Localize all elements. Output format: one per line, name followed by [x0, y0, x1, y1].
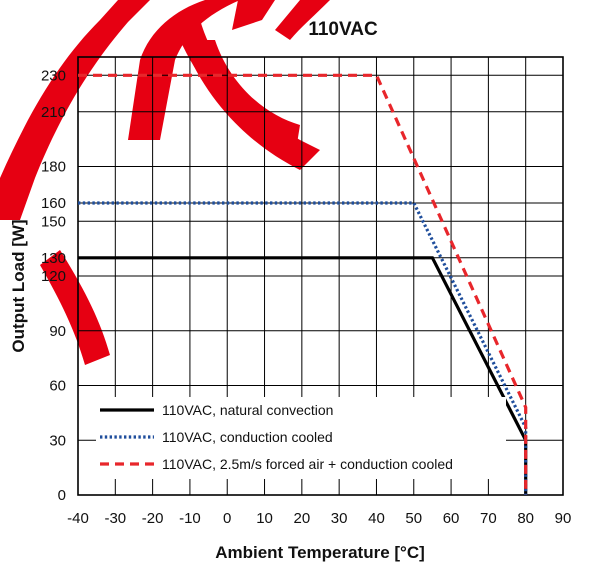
y-tick-label: 160 [41, 195, 66, 212]
x-tick-label: 90 [555, 510, 572, 527]
legend-background [96, 397, 506, 479]
legend-label-2: 110VAC, conduction cooled [162, 429, 333, 445]
x-tick-label: -20 [142, 510, 164, 527]
y-tick-label: 90 [49, 323, 66, 340]
x-tick-label: 50 [405, 510, 422, 527]
y-tick-label: 210 [41, 104, 66, 121]
watermark-shape [0, 0, 330, 365]
x-tick-label: -40 [67, 510, 89, 527]
x-tick-label: 40 [368, 510, 385, 527]
x-tick-label: 10 [256, 510, 273, 527]
y-tick-label: 180 [41, 159, 66, 176]
chart-title: 110VAC [308, 19, 378, 40]
x-tick-labels: -40 -30 -20 -10 0 10 20 30 40 50 60 70 80 90 [67, 510, 571, 527]
x-tick-label: 30 [331, 510, 348, 527]
x-tick-label: 60 [443, 510, 460, 527]
y-axis-title: Output Load [W] [9, 219, 28, 352]
y-tick-label: 0 [58, 487, 66, 504]
x-tick-label: 70 [480, 510, 497, 527]
y-tick-label: 130 [41, 250, 66, 267]
x-tick-label: 20 [294, 510, 311, 527]
series-line-2 [78, 201, 528, 495]
x-tick-label: 80 [517, 510, 534, 527]
x-tick-label: -30 [104, 510, 126, 527]
y-tick-label: 30 [49, 432, 66, 449]
series-line-3 [78, 73, 528, 495]
x-tick-label: -10 [179, 510, 201, 527]
y-tick-label: 230 [41, 67, 66, 84]
x-axis-title: Ambient Temperature [°C] [215, 543, 425, 562]
x-tick-label: 0 [223, 510, 231, 527]
y-tick-label: 60 [49, 378, 66, 395]
y-tick-label: 120 [41, 268, 66, 285]
legend-label-3: 110VAC, 2.5m/s forced air + conduction c… [162, 456, 453, 472]
y-tick-label: 150 [41, 213, 66, 230]
series-layer [78, 73, 528, 495]
legend-label-1: 110VAC, natural convection [162, 402, 333, 418]
legend: 110VAC, natural convection 110VAC, conduc… [96, 397, 506, 479]
